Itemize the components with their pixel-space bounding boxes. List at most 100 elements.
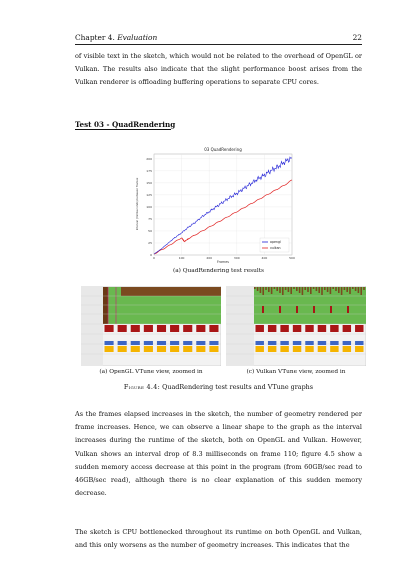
vtune-blue-bar bbox=[130, 341, 140, 345]
header-rule bbox=[75, 44, 362, 45]
x-tick-label: 500 bbox=[289, 256, 295, 260]
vtune-red-bar bbox=[292, 325, 302, 332]
x-ticks: 0 100 200 300 400 500 bbox=[153, 256, 295, 260]
y-tick-label: 50 bbox=[148, 229, 152, 233]
vtune-spike bbox=[329, 287, 332, 294]
vtune-spike bbox=[324, 287, 326, 290]
vtune-spike bbox=[259, 287, 262, 293]
vtune-spike bbox=[301, 287, 304, 295]
vtune-dark-block bbox=[103, 287, 108, 324]
vtune-dark-spikes bbox=[254, 287, 365, 313]
x-tick-label: 300 bbox=[234, 256, 240, 260]
y-tick-label: 25 bbox=[148, 241, 152, 245]
paragraph-1: of visible text in the sketch, which wou… bbox=[75, 52, 362, 87]
y-tick-label: 0 bbox=[150, 253, 152, 257]
vtune-red-bar bbox=[255, 325, 264, 332]
y-tick-label: 75 bbox=[148, 217, 152, 221]
vtune-spike bbox=[290, 287, 292, 294]
page-number: 22 bbox=[352, 33, 362, 42]
vtune-blue-bar bbox=[267, 341, 277, 345]
vtune-spike bbox=[315, 287, 318, 291]
vtune-spike bbox=[354, 287, 357, 291]
vtune-yellow-bar bbox=[156, 346, 167, 352]
paragraph-3: The sketch is CPU bottlenecked throughou… bbox=[75, 528, 362, 550]
vtune-blue-bar bbox=[156, 341, 167, 345]
series-line-opengl bbox=[153, 156, 293, 255]
vtune-blue-bar bbox=[330, 341, 339, 345]
vtune-red-tick bbox=[330, 306, 332, 313]
vtune-blue-bar bbox=[317, 341, 327, 345]
vtune-spike bbox=[276, 287, 278, 291]
vtune-c-caption: (c) Vulkan VTune view, zoomed in bbox=[246, 369, 346, 375]
vtune-spike bbox=[282, 287, 284, 295]
vtune-spike bbox=[284, 287, 287, 290]
figure-caption: Figure 4.4: QuadRendering test results a… bbox=[75, 383, 362, 391]
vtune-blue-bar bbox=[183, 341, 193, 345]
vtune-red-tick bbox=[347, 306, 349, 313]
legend-box bbox=[259, 237, 290, 253]
vtune-spike bbox=[332, 287, 334, 289]
vtune-blue-bar bbox=[280, 341, 289, 345]
vtune-spike bbox=[338, 287, 340, 293]
vtune-yellow-bars bbox=[255, 346, 364, 352]
vtune-red-bar bbox=[170, 325, 180, 332]
section-title: Test 03 - QuadRendering bbox=[75, 120, 176, 129]
vtune-spike bbox=[326, 287, 329, 292]
chapter-title: Evaluation bbox=[117, 33, 158, 42]
legend-label-opengl: opengl bbox=[270, 240, 281, 244]
vtune-red-bar bbox=[104, 325, 114, 332]
legend: opengl vulkan bbox=[259, 237, 290, 253]
vtune-red-bar bbox=[183, 325, 193, 332]
vtune-spike bbox=[352, 287, 354, 289]
vtune-spike bbox=[343, 287, 346, 290]
x-tick-label: 100 bbox=[179, 256, 185, 260]
x-axis-label: Frames bbox=[217, 260, 229, 264]
vtune-red-bar bbox=[130, 325, 140, 332]
vtune-spike bbox=[268, 287, 270, 292]
figure-label: Figure 4.4: bbox=[123, 383, 161, 391]
legend-label-vulkan: vulkan bbox=[270, 246, 281, 250]
vtune-spike bbox=[310, 287, 312, 294]
vtune-spike bbox=[318, 287, 320, 293]
vtune-spike bbox=[340, 287, 343, 295]
vtune-blue-bar bbox=[305, 341, 314, 345]
vtune-spike bbox=[307, 287, 309, 292]
y-tick-label: 200 bbox=[146, 157, 152, 161]
vtune-yellow-bar bbox=[267, 346, 277, 352]
vtune-yellow-bars bbox=[104, 346, 219, 352]
vtune-yellow-bar bbox=[342, 346, 352, 352]
vtune-spike bbox=[312, 287, 315, 289]
vtune-red-bar bbox=[342, 325, 352, 332]
vtune-blue-bar bbox=[117, 341, 127, 345]
vtune-spike bbox=[254, 287, 256, 289]
vtune-blue-bar bbox=[196, 341, 206, 345]
y-tick-label: 150 bbox=[146, 181, 152, 185]
vtune-spike bbox=[360, 287, 362, 295]
vtune-red-bar bbox=[267, 325, 277, 332]
y-tick-label: 175 bbox=[146, 169, 152, 173]
series-line-vulkan bbox=[153, 179, 293, 255]
x-tick-label: 200 bbox=[206, 256, 212, 260]
vtune-blue-bar bbox=[209, 341, 219, 345]
vtune-red-bar bbox=[355, 325, 364, 332]
chapter-number: Chapter 4. bbox=[75, 33, 115, 42]
vtune-spike bbox=[321, 287, 323, 295]
vtune-red-tick bbox=[279, 306, 281, 313]
x-tick-label: 0 bbox=[153, 256, 155, 260]
vtune-spike bbox=[273, 287, 276, 289]
vtune-opengl-view bbox=[81, 286, 221, 366]
vtune-a-caption: (a) OpenGL VTune view, zoomed in bbox=[99, 369, 203, 375]
vtune-spike bbox=[262, 287, 264, 295]
vtune-red-tick bbox=[262, 306, 264, 313]
vtune-red-tick bbox=[296, 306, 298, 313]
vtune-row-lines bbox=[226, 295, 366, 355]
vtune-blue-bar bbox=[170, 341, 180, 345]
vtune-red-bar bbox=[280, 325, 289, 332]
vtune-blue-bar bbox=[292, 341, 302, 345]
vtune-yellow-bar bbox=[196, 346, 206, 352]
vtune-yellow-bar bbox=[130, 346, 140, 352]
vtune-spike bbox=[304, 287, 306, 290]
vtune-label-column bbox=[226, 286, 254, 366]
y-tick-label: 125 bbox=[146, 193, 152, 197]
vtune-spike bbox=[279, 287, 281, 293]
